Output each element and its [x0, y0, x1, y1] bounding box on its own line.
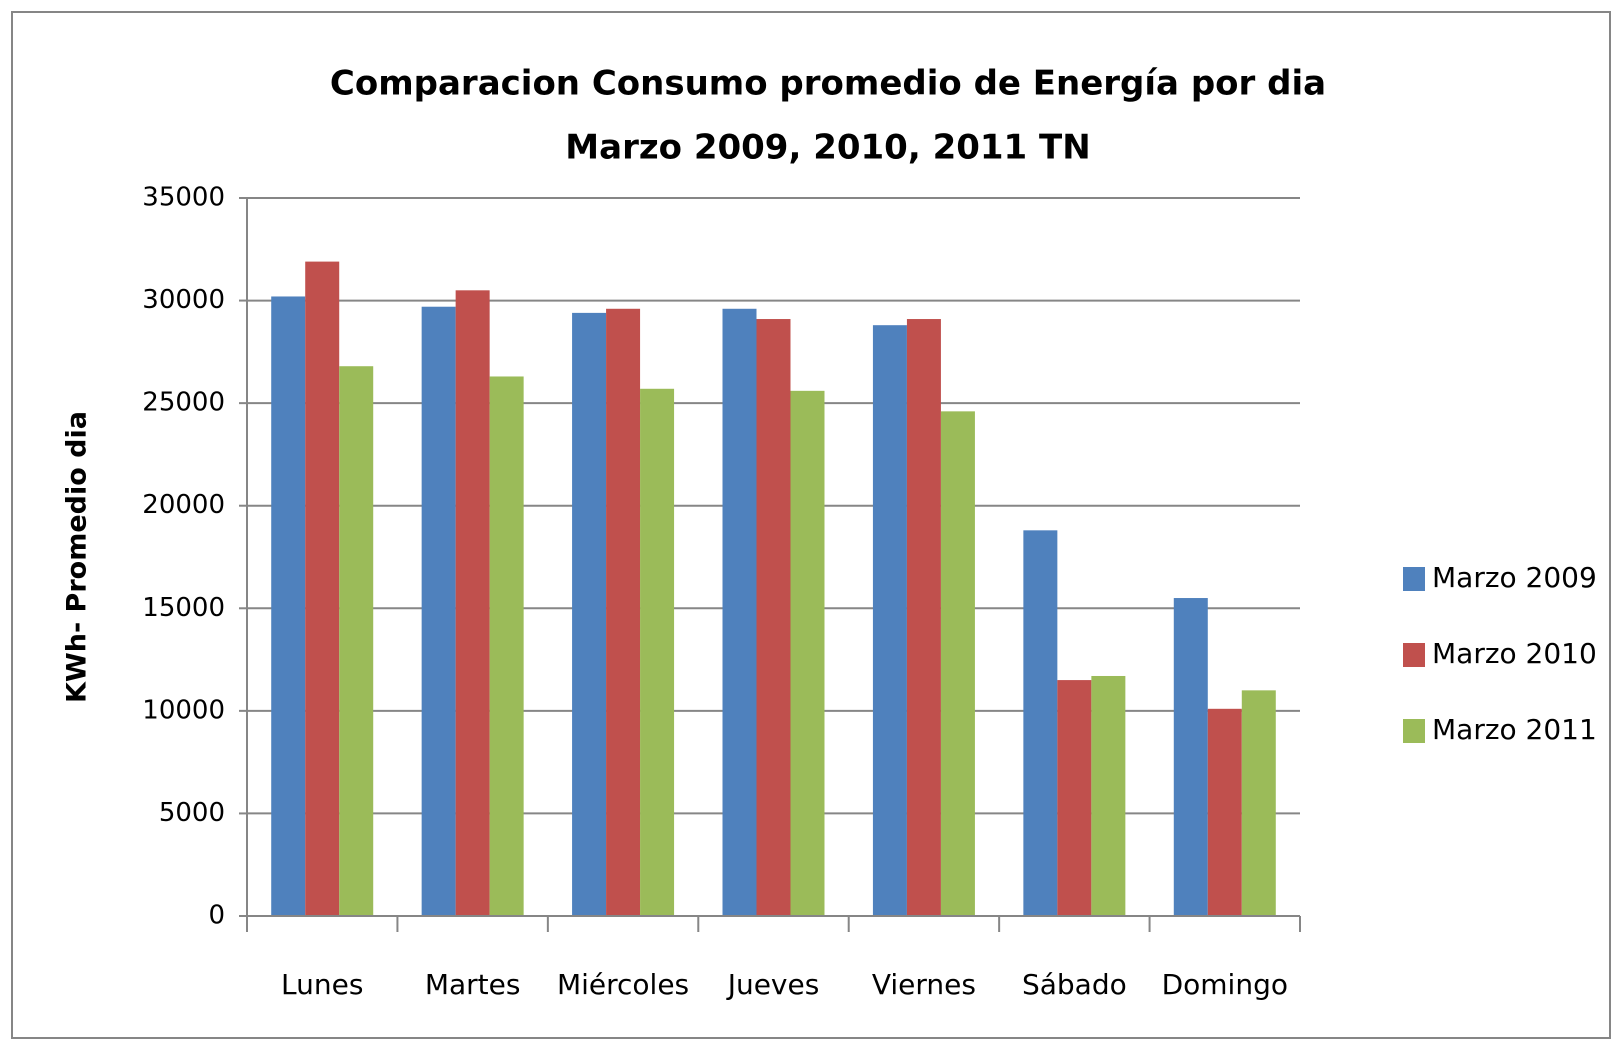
y-axis-label: KWh- Promedio dia — [62, 411, 93, 703]
bar — [572, 312, 607, 916]
legend-swatch — [1403, 643, 1425, 667]
y-tick-label: 25000 — [142, 388, 225, 418]
bar — [1057, 680, 1092, 916]
x-tick-label: Sábado — [1022, 968, 1127, 1001]
bar — [872, 325, 907, 916]
bar — [606, 308, 641, 917]
bar — [1091, 675, 1126, 916]
y-tick-label: 30000 — [142, 285, 225, 315]
bar — [722, 308, 757, 917]
bar — [489, 376, 524, 917]
bar — [756, 319, 791, 916]
x-tick-label: Jueves — [726, 968, 820, 1001]
y-tick-label: 5000 — [159, 798, 225, 828]
chart-title: Comparacion Consumo promedio de Energía … — [330, 64, 1326, 104]
legend-swatch — [1403, 719, 1425, 743]
y-tick-label: 35000 — [142, 183, 225, 213]
legend-label: Marzo 2010 — [1432, 637, 1597, 670]
bar — [940, 411, 975, 916]
y-tick-label: 10000 — [142, 695, 225, 725]
bar — [271, 296, 306, 916]
bar — [640, 388, 675, 917]
y-tick-label: 0 — [208, 901, 225, 931]
x-tick-label: Viernes — [872, 968, 976, 1001]
bar — [1023, 530, 1058, 916]
x-tick-label: Lunes — [281, 968, 363, 1001]
bar — [1173, 598, 1208, 916]
bar — [305, 261, 340, 916]
legend-label: Marzo 2011 — [1432, 713, 1597, 746]
bar — [1241, 690, 1276, 916]
legend-swatch — [1403, 567, 1425, 591]
bar — [421, 306, 456, 916]
bar — [906, 319, 941, 916]
y-tick-label: 15000 — [142, 593, 225, 623]
bar — [790, 390, 825, 916]
x-tick-label: Martes — [425, 968, 521, 1001]
chart-subtitle: Marzo 2009, 2010, 2011 TN — [565, 128, 1090, 168]
x-tick-label: Domingo — [1162, 968, 1288, 1001]
bar — [455, 290, 490, 916]
legend-label: Marzo 2009 — [1432, 561, 1597, 594]
x-tick-label: Miércoles — [557, 968, 689, 1001]
y-tick-label: 20000 — [142, 490, 225, 520]
bar — [339, 366, 374, 916]
bar — [1207, 708, 1242, 916]
